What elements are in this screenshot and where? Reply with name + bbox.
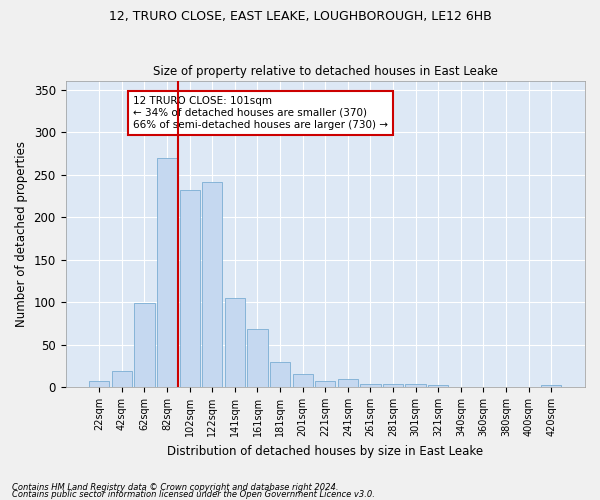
Text: 12 TRURO CLOSE: 101sqm
← 34% of detached houses are smaller (370)
66% of semi-de: 12 TRURO CLOSE: 101sqm ← 34% of detached… xyxy=(133,96,388,130)
Bar xyxy=(247,330,268,387)
Text: Contains public sector information licensed under the Open Government Licence v3: Contains public sector information licen… xyxy=(12,490,375,499)
Bar xyxy=(293,374,313,387)
Bar xyxy=(270,362,290,387)
Bar xyxy=(179,190,200,387)
Bar xyxy=(89,381,109,387)
Bar xyxy=(406,384,426,387)
Bar xyxy=(383,384,403,387)
Bar xyxy=(541,384,562,387)
Text: Contains HM Land Registry data © Crown copyright and database right 2024.: Contains HM Land Registry data © Crown c… xyxy=(12,484,338,492)
Bar xyxy=(338,378,358,387)
Y-axis label: Number of detached properties: Number of detached properties xyxy=(15,141,28,327)
Text: 12, TRURO CLOSE, EAST LEAKE, LOUGHBOROUGH, LE12 6HB: 12, TRURO CLOSE, EAST LEAKE, LOUGHBOROUG… xyxy=(109,10,491,23)
Bar xyxy=(315,381,335,387)
Bar xyxy=(134,303,155,387)
Bar xyxy=(428,384,448,387)
Bar xyxy=(157,158,177,387)
Title: Size of property relative to detached houses in East Leake: Size of property relative to detached ho… xyxy=(153,66,498,78)
Bar xyxy=(360,384,380,387)
Bar xyxy=(225,298,245,387)
Bar xyxy=(112,371,132,387)
Bar xyxy=(202,182,223,387)
X-axis label: Distribution of detached houses by size in East Leake: Distribution of detached houses by size … xyxy=(167,444,484,458)
